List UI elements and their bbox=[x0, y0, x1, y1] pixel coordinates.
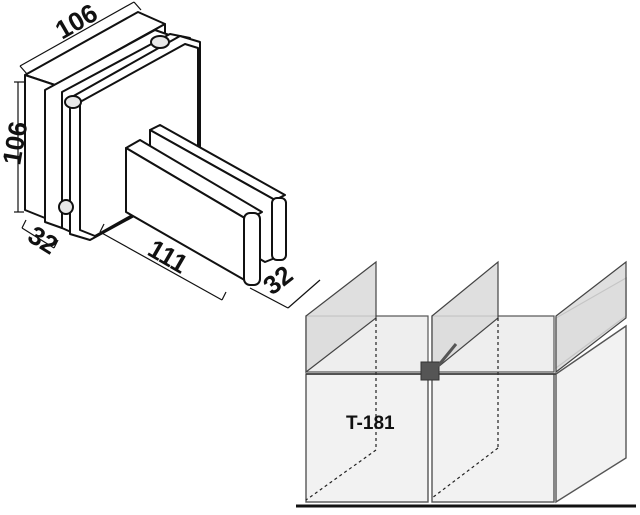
clamp-position-marker bbox=[420, 361, 440, 381]
glass-pad-rear-edge bbox=[271, 197, 287, 261]
clamp-knob-bottom bbox=[58, 199, 74, 215]
glass-fin-right bbox=[555, 260, 627, 374]
hidden-edges bbox=[305, 318, 499, 501]
dimension-lines bbox=[14, 1, 321, 309]
installation-diagram: T-181 bbox=[296, 260, 636, 508]
glass-panel-lower-left bbox=[305, 373, 429, 503]
clamp-knob-middle bbox=[64, 95, 82, 109]
clamp-knob-top bbox=[150, 35, 170, 49]
clamp-drawing bbox=[24, 11, 287, 286]
model-code: T-181 bbox=[346, 413, 395, 434]
glass-panel-side-lower bbox=[555, 324, 627, 504]
glass-panel-lower-right bbox=[431, 373, 555, 503]
clamp-leader-line bbox=[436, 343, 458, 367]
glass-pad-front-edge bbox=[243, 212, 261, 286]
